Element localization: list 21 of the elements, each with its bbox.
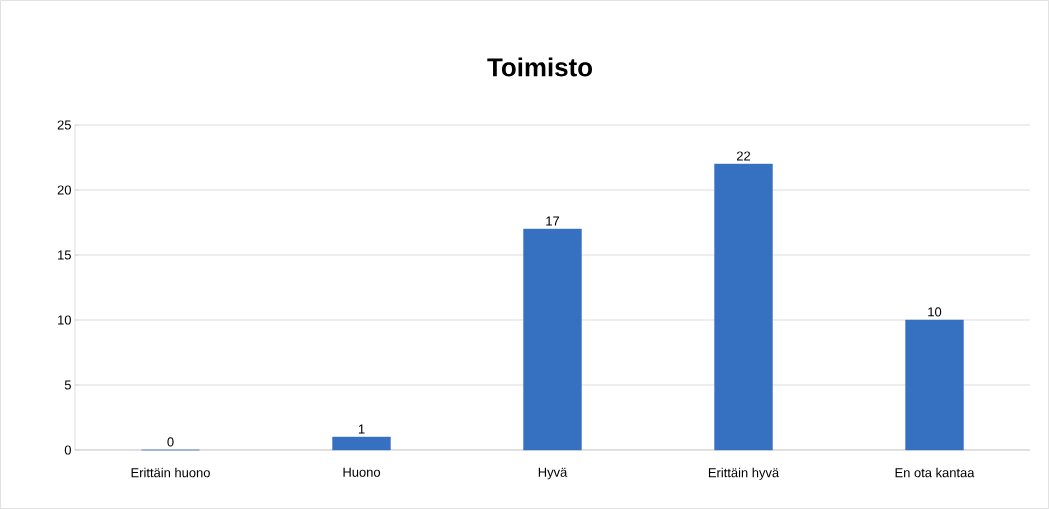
bar	[332, 436, 391, 451]
data-label: 10	[928, 307, 942, 317]
x-tick-label: En ota kantaa	[895, 467, 975, 478]
chart-title: Toimisto	[487, 57, 593, 77]
bar	[714, 163, 773, 451]
y-tick-label: 15	[58, 250, 71, 260]
y-tick-label: 20	[57, 185, 71, 195]
x-tick-label: Erittäin hyvä	[708, 467, 780, 480]
x-tick-label: Huono	[343, 467, 381, 477]
data-label: 0	[167, 437, 174, 447]
y-tick-label: 5	[64, 380, 71, 390]
x-tick-label: Hyvä	[538, 467, 568, 480]
y-tick-label: 25	[57, 120, 71, 130]
data-label: 1	[358, 424, 365, 434]
bar	[905, 319, 964, 451]
data-label: 17	[546, 216, 560, 226]
y-tick-label: 0	[64, 445, 71, 455]
y-tick-label: 10	[58, 315, 71, 325]
bar	[523, 228, 582, 451]
data-label: 22	[736, 151, 751, 161]
x-tick-label: Erittäin huono	[131, 467, 210, 478]
